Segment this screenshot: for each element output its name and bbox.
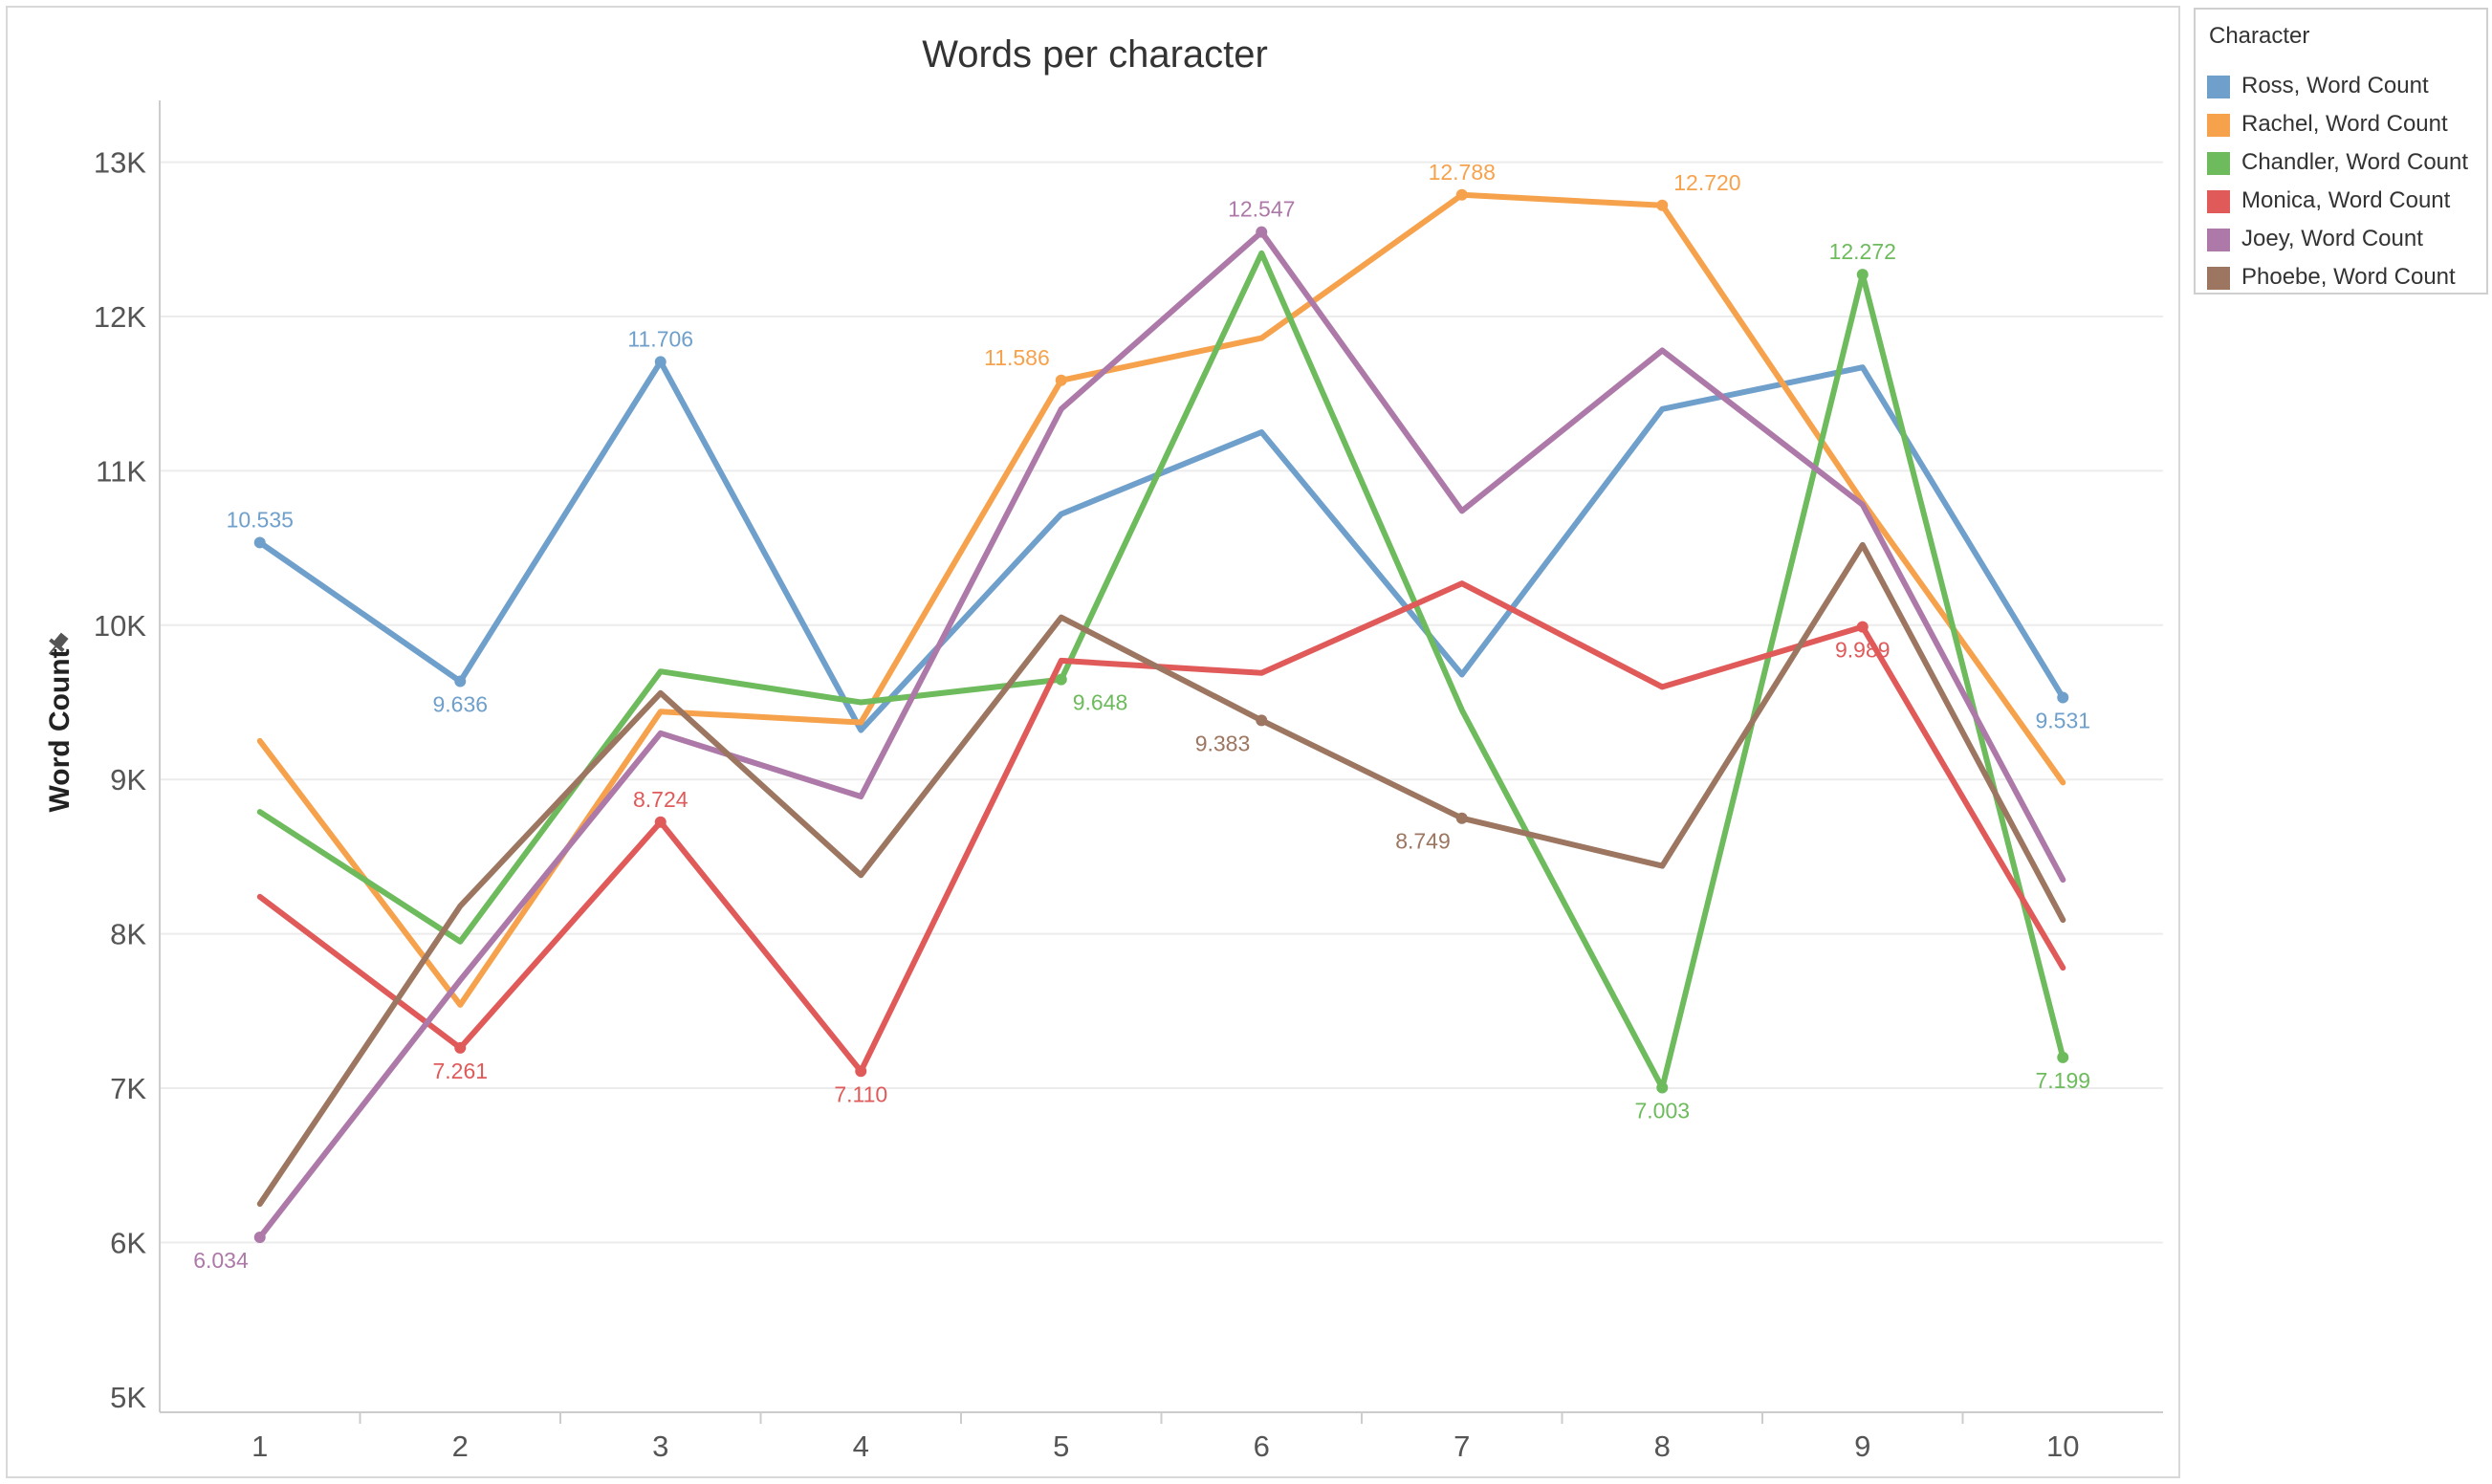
data-label-monica: 7.261: [432, 1058, 488, 1083]
data-point-ross[interactable]: [454, 675, 467, 687]
data-point-rachel[interactable]: [1455, 188, 1468, 201]
x-tick-label: 8: [1654, 1429, 1671, 1463]
series-line-chandler[interactable]: [256, 250, 2066, 1091]
x-tick-label: 10: [2046, 1429, 2079, 1463]
legend-swatch: [2207, 152, 2230, 175]
y-tick-label: 12K: [94, 300, 146, 334]
y-tick-label: 9K: [110, 763, 146, 797]
legend-swatch: [2207, 229, 2230, 251]
y-tick-label: 5K: [110, 1381, 146, 1414]
legend-item-ross[interactable]: Ross, Word Count: [2196, 67, 2486, 105]
x-tick-label: 4: [853, 1429, 869, 1463]
data-label-monica: 7.110: [834, 1081, 887, 1106]
data-label-ross: 9.531: [2035, 709, 2090, 733]
legend-item-chandler[interactable]: Chandler, Word Count: [2196, 143, 2486, 182]
data-point-phoebe[interactable]: [1256, 714, 1268, 727]
data-label-chandler: 7.199: [2035, 1068, 2090, 1093]
legend-swatch: [2207, 190, 2230, 213]
x-tick-label: 1: [251, 1429, 268, 1463]
y-tick-label: 8K: [110, 918, 146, 951]
data-label-ross: 11.706: [627, 326, 693, 351]
legend-item-monica[interactable]: Monica, Word Count: [2196, 182, 2486, 220]
labeled-points: [253, 188, 2069, 1243]
x-tick-labels: 1 2 3 4 5 6 7 8 9 10: [251, 1412, 2079, 1463]
legend-title: Character: [2209, 23, 2310, 49]
data-point-joey[interactable]: [1256, 226, 1268, 238]
data-point-rachel[interactable]: [1656, 199, 1669, 211]
data-point-monica[interactable]: [454, 1041, 467, 1054]
legend-item-phoebe[interactable]: Phoebe, Word Count: [2196, 258, 2486, 296]
y-tick-label: 13K: [94, 146, 146, 180]
data-label-chandler: 7.003: [1634, 1099, 1690, 1124]
x-tick-label: 5: [1053, 1429, 1069, 1463]
y-tick-labels: 5K 6K 7K 8K 9K 10K 11K 12K 13K: [94, 146, 146, 1414]
legend-swatch: [2207, 76, 2230, 98]
data-point-monica[interactable]: [1856, 621, 1869, 633]
legend-label: Rachel, Word Count: [2241, 111, 2448, 137]
y-tick-label: 7K: [110, 1072, 146, 1105]
chart-title: Words per character: [922, 33, 1268, 76]
legend-item-rachel[interactable]: Rachel, Word Count: [2196, 105, 2486, 143]
x-tick-label: 9: [1854, 1429, 1870, 1463]
legend: Character Ross, Word Count Rachel, Word C…: [2194, 8, 2488, 295]
data-point-monica[interactable]: [855, 1065, 867, 1078]
y-tick-label: 6K: [110, 1226, 146, 1259]
data-point-rachel[interactable]: [1055, 374, 1067, 386]
chart-panel: [6, 6, 2180, 1478]
data-label-rachel: 12.788: [1429, 160, 1496, 185]
data-label-rachel: 12.720: [1673, 170, 1740, 195]
legend-item-joey[interactable]: Joey, Word Count: [2196, 220, 2486, 258]
y-tick-label: 11K: [96, 454, 146, 488]
x-tick-label: 6: [1254, 1429, 1270, 1463]
y-tick-label: 10K: [94, 609, 146, 643]
legend-label: Phoebe, Word Count: [2241, 264, 2456, 290]
legend-list: Ross, Word Count Rachel, Word Count Chandl…: [2196, 67, 2486, 296]
legend-swatch: [2207, 267, 2230, 290]
data-label-phoebe: 9.383: [1195, 731, 1251, 755]
x-tick-label: 7: [1454, 1429, 1470, 1463]
y-axis-label: Word Count: [44, 648, 76, 812]
x-tick-label: 2: [452, 1429, 469, 1463]
legend-label: Chandler, Word Count: [2241, 149, 2469, 175]
data-label-rachel: 11.586: [984, 345, 1050, 370]
legend-label: Joey, Word Count: [2241, 226, 2423, 251]
data-point-chandler[interactable]: [1656, 1081, 1669, 1094]
data-label-chandler: 12.272: [1829, 239, 1896, 264]
data-label-monica: 9.989: [1835, 638, 1891, 663]
line-chart: Words per character Word Count 5K 6K 7K 8K 9…: [43, 33, 2163, 1463]
data-point-ross[interactable]: [2057, 691, 2069, 704]
data-point-ross[interactable]: [654, 356, 667, 368]
legend-label: Monica, Word Count: [2241, 187, 2451, 213]
series-lines: [256, 191, 2066, 1240]
data-point-monica[interactable]: [654, 816, 667, 828]
data-label-joey: 6.034: [193, 1248, 249, 1273]
data-point-chandler[interactable]: [1856, 269, 1869, 281]
data-label-chandler: 9.648: [1073, 690, 1128, 715]
data-labels: 10.535 9.636 11.706 9.531 11.586 12.788 12.720…: [193, 160, 2090, 1273]
data-label-joey: 12.547: [1228, 197, 1295, 222]
legend-swatch: [2207, 114, 2230, 137]
data-point-joey[interactable]: [253, 1231, 266, 1243]
data-point-chandler[interactable]: [1055, 673, 1067, 686]
data-point-phoebe[interactable]: [1455, 812, 1468, 824]
data-point-ross[interactable]: [253, 536, 266, 549]
data-label-phoebe: 8.749: [1395, 829, 1451, 854]
legend-label: Ross, Word Count: [2241, 73, 2429, 98]
axes: [159, 100, 2163, 1413]
data-label-ross: 9.636: [432, 692, 488, 717]
series-line-ross[interactable]: [256, 359, 2066, 733]
pin-icon[interactable]: [43, 630, 72, 660]
x-tick-label: 3: [652, 1429, 668, 1463]
series-line-joey[interactable]: [256, 229, 2066, 1240]
data-label-monica: 8.724: [633, 787, 689, 812]
series-line-phoebe[interactable]: [256, 541, 2066, 1208]
data-label-ross: 10.535: [227, 507, 294, 532]
data-point-chandler[interactable]: [2057, 1051, 2069, 1063]
